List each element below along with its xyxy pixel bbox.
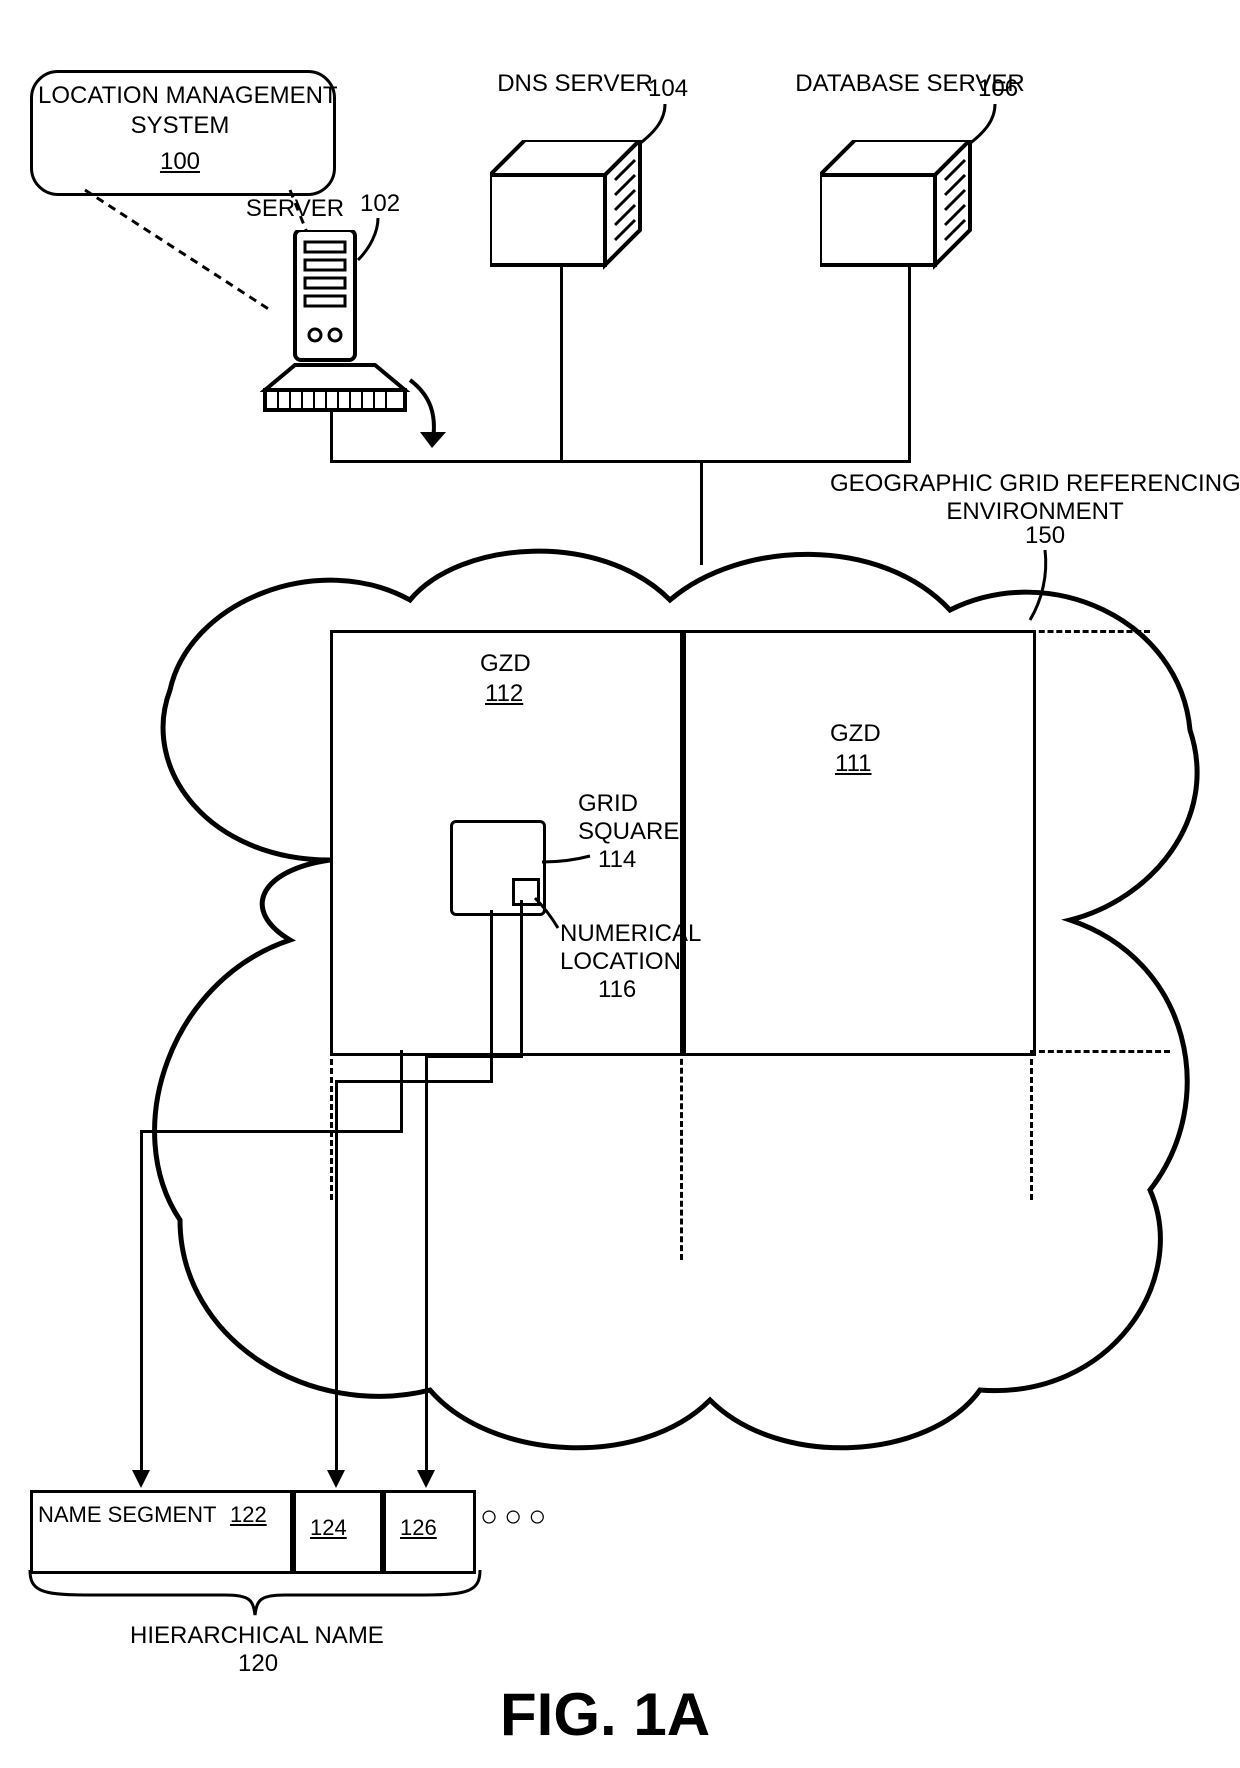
- conn-gs-arrow: [327, 1470, 345, 1488]
- conn-nl-v1: [520, 900, 523, 1055]
- conn-nl-h: [425, 1055, 523, 1058]
- conn-gs-v2: [335, 1080, 338, 1472]
- conn-gs-h: [335, 1080, 493, 1083]
- conn-gzd-v2: [140, 1130, 143, 1472]
- conn-gzd-v1: [400, 1050, 403, 1130]
- hierarchical-bracket: [25, 1565, 485, 1625]
- conn-nl-arrow: [417, 1470, 435, 1488]
- seg1-ref: 122: [230, 1502, 267, 1528]
- figure-label: FIG. 1A: [500, 1680, 710, 1749]
- seg2-ref: 124: [310, 1515, 347, 1541]
- conn-gzd-arrow: [132, 1470, 150, 1488]
- diagram-canvas: LOCATION MANAGEMENT SYSTEM 100 SERVER 10…: [0, 0, 1240, 1768]
- seg1-label: NAME SEGMENT: [38, 1502, 216, 1528]
- conn-nl-v2: [425, 1055, 428, 1472]
- hierarchical-ref: 120: [238, 1650, 278, 1679]
- ellipsis-icon: ○○○: [480, 1500, 552, 1534]
- seg3-ref: 126: [400, 1515, 437, 1541]
- hierarchical-label: HIERARCHICAL NAME: [130, 1622, 384, 1651]
- conn-gzd-h: [140, 1130, 403, 1133]
